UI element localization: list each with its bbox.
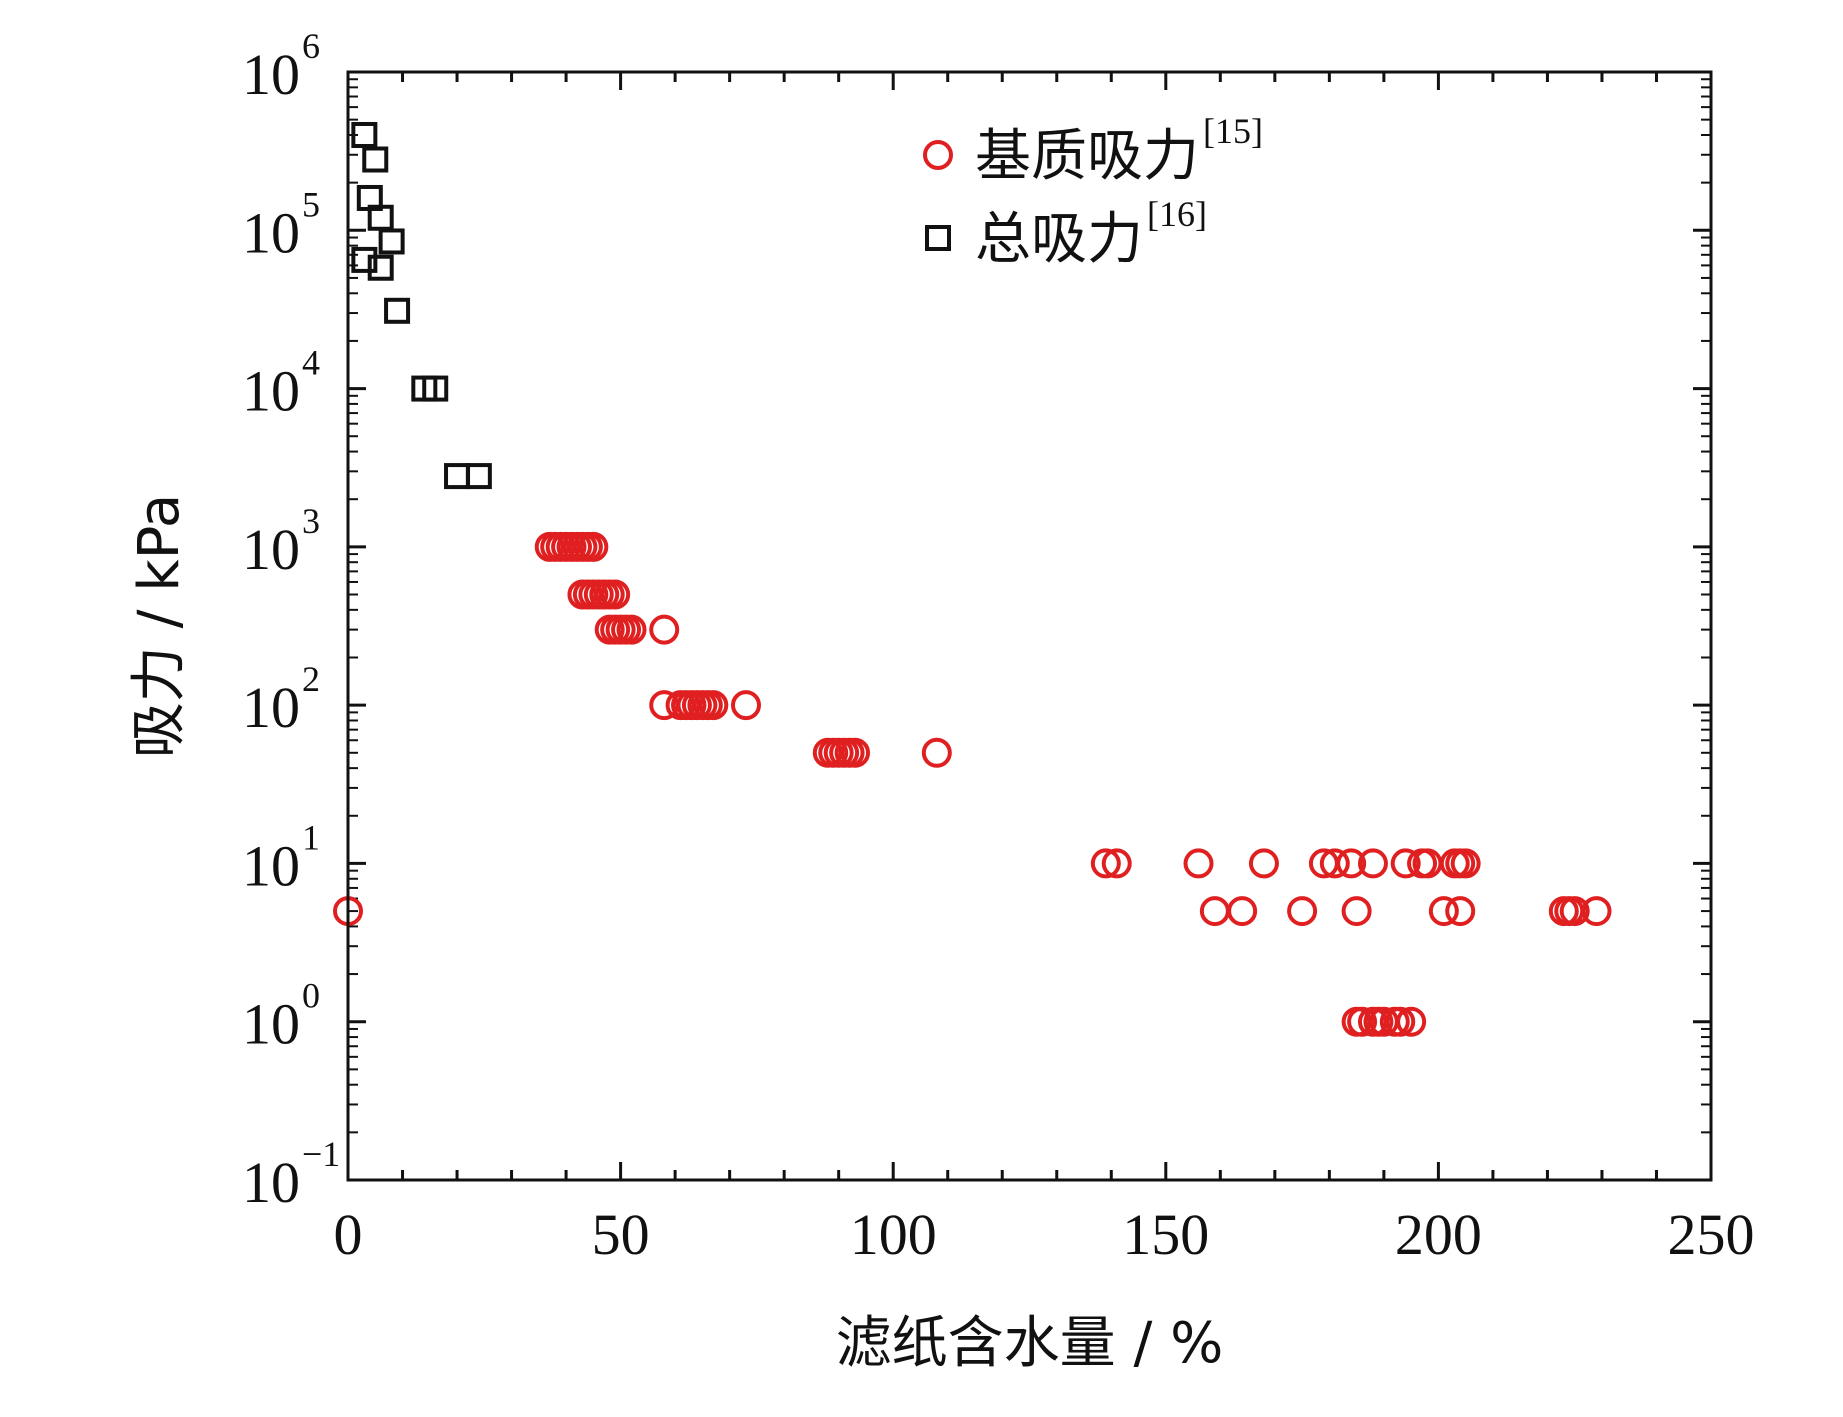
data-point-circle (1336, 848, 1367, 879)
data-point-square (384, 297, 411, 324)
x-tick-label: 150 (1122, 1202, 1209, 1267)
y-tick-label: 10 (242, 42, 300, 107)
y-tick-label: 10 (242, 1150, 300, 1215)
x-axis-title: 滤纸含水量 / % (836, 1311, 1224, 1376)
data-point-circle (1428, 896, 1459, 927)
data-point-circle (578, 531, 609, 562)
legend-ref: [16] (1147, 194, 1207, 234)
data-point-circle (1559, 896, 1590, 927)
legend-marker-circle (923, 140, 953, 170)
data-point-circle (840, 737, 871, 768)
data-point-circle (616, 614, 647, 645)
y-tick-exponent: −1 (302, 1134, 340, 1174)
y-tick-exponent: 3 (302, 501, 320, 541)
data-point-square (444, 463, 471, 490)
data-point-square (351, 121, 378, 148)
x-tick-label: 100 (850, 1202, 937, 1267)
data-point-circle (921, 737, 952, 768)
data-point-circle (1090, 848, 1121, 879)
y-tick-label: 10 (242, 517, 300, 582)
data-point-square (422, 375, 449, 402)
x-tick-label: 50 (592, 1202, 650, 1267)
data-point-circle (1347, 1006, 1378, 1037)
ticks-layer (346, 70, 1713, 1182)
data-point-square (351, 246, 378, 273)
data-point-square (378, 228, 405, 255)
legend-marker-square (925, 225, 951, 251)
y-tick-label: 10 (242, 992, 300, 1057)
y-tick-exponent: 4 (302, 343, 320, 383)
y-axis-title: 吸力 / kPa (127, 494, 192, 758)
legend-label: 基质吸力 (975, 124, 1199, 189)
data-point-circle (600, 579, 631, 610)
data-point-square (362, 146, 389, 173)
data-point-square (367, 254, 394, 281)
data-point-circle (1248, 848, 1279, 879)
y-tick-exponent: 5 (302, 184, 320, 224)
data-point-circle (1396, 1006, 1427, 1037)
y-tick-label: 10 (242, 833, 300, 898)
y-tick-exponent: 0 (302, 976, 320, 1016)
plot-frame (346, 70, 1713, 1182)
y-tick-label: 10 (242, 675, 300, 740)
y-tick-exponent: 6 (302, 26, 320, 66)
x-tick-label: 250 (1668, 1202, 1755, 1267)
data-point-circle (1450, 848, 1481, 879)
legend: 基质吸力 [15] 总吸力 [16] (923, 111, 1263, 272)
y-tick-exponent: 2 (302, 659, 320, 699)
data-point-circle (1227, 896, 1258, 927)
legend-label: 总吸力 (975, 207, 1143, 272)
x-tick-label: 0 (334, 1202, 363, 1267)
data-point-circle (1385, 1006, 1416, 1037)
data-point-circle (1199, 896, 1230, 927)
points-layer (333, 121, 1612, 1037)
y-tick-label: 10 (242, 200, 300, 265)
y-tick-label: 10 (242, 359, 300, 424)
data-point-circle (1390, 848, 1421, 879)
legend-ref: [15] (1203, 111, 1263, 151)
data-point-circle (1101, 848, 1132, 879)
data-point-circle (1445, 896, 1476, 927)
data-point-circle (1183, 848, 1214, 879)
x-tick-label: 200 (1395, 1202, 1482, 1267)
data-point-circle (1357, 848, 1388, 879)
y-tick-exponent: 1 (302, 817, 320, 857)
data-point-circle (649, 614, 680, 645)
data-point-square (465, 463, 492, 490)
data-point-circle (1581, 896, 1612, 927)
data-point-circle (1341, 896, 1372, 927)
data-point-circle (1319, 848, 1350, 879)
data-point-circle (1287, 896, 1318, 927)
data-point-circle (730, 690, 761, 721)
data-point-circle (698, 690, 729, 721)
